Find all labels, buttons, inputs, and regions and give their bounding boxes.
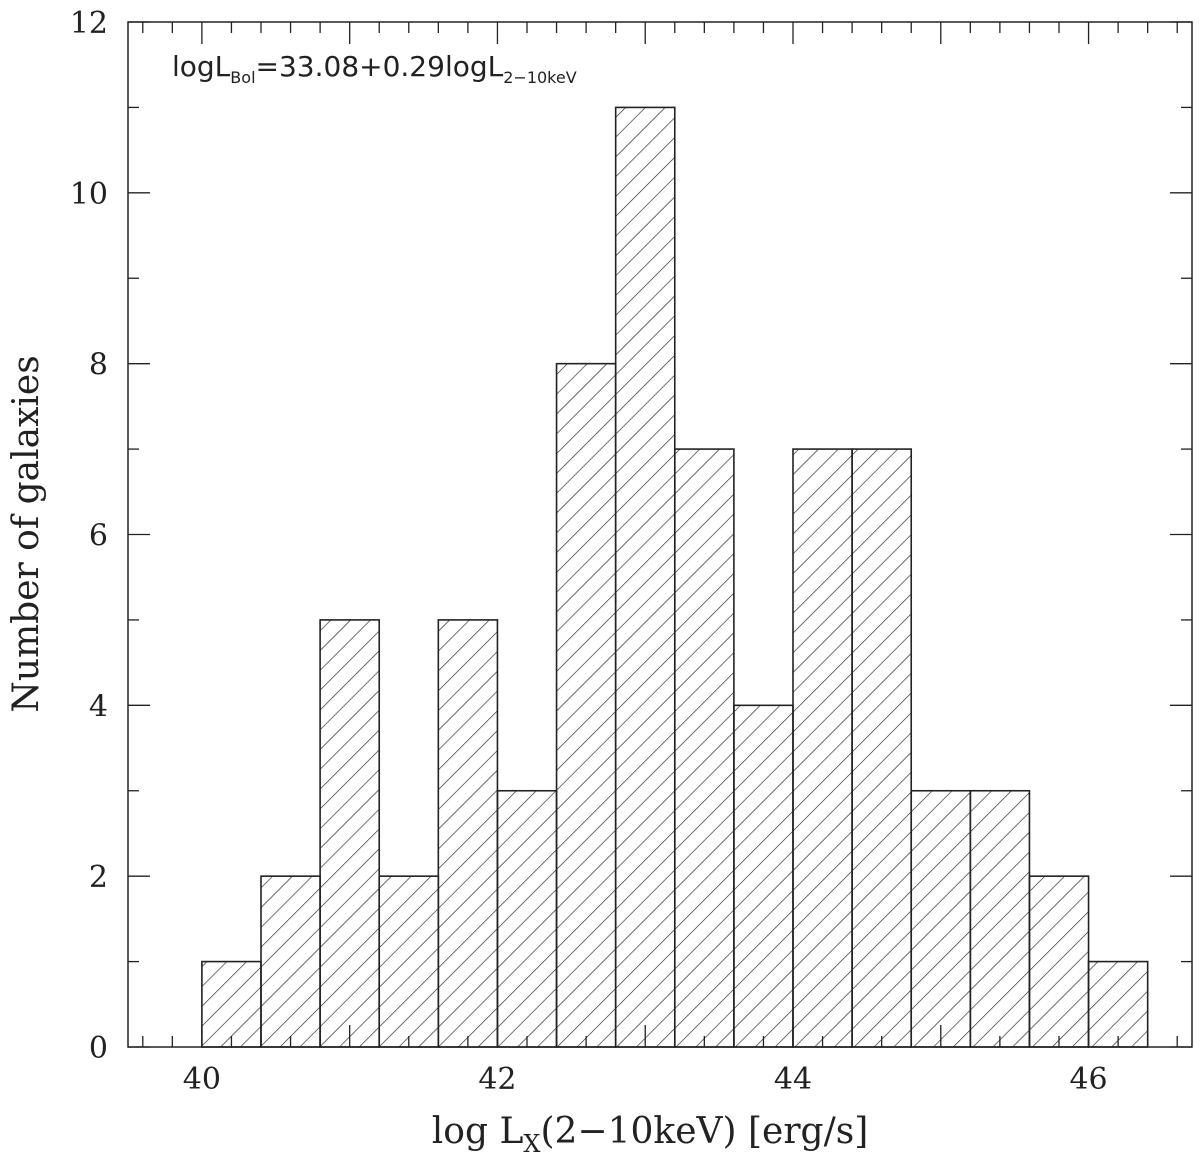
y-tick-label: 8 bbox=[89, 348, 108, 383]
y-tick-label: 0 bbox=[89, 1031, 108, 1066]
y-axis-label: Number of galaxies bbox=[6, 355, 47, 712]
histogram-bar bbox=[437, 619, 499, 1048]
annotation: logLBol=33.08+0.29logL2−10keV bbox=[172, 50, 577, 87]
histogram-bar bbox=[733, 704, 794, 1048]
x-tick-label: 46 bbox=[1069, 1062, 1107, 1097]
x-axis-label: log LX(2−10keV) [erg/s] bbox=[432, 1111, 868, 1158]
histogram-bar bbox=[614, 106, 676, 1048]
histogram-bar bbox=[378, 875, 440, 1048]
histogram-bar bbox=[969, 789, 1031, 1048]
y-tick-label: 4 bbox=[89, 689, 108, 724]
histogram-bar bbox=[1028, 875, 1090, 1048]
histogram-bar bbox=[910, 789, 972, 1048]
y-tick-label: 10 bbox=[70, 177, 108, 212]
histogram-bar bbox=[673, 448, 735, 1048]
y-tick-label: 2 bbox=[89, 860, 108, 895]
histogram-bar bbox=[260, 875, 321, 1048]
histogram-bar bbox=[319, 619, 381, 1048]
histogram-bars bbox=[201, 106, 1149, 1048]
x-tick-label: 40 bbox=[183, 1062, 221, 1097]
y-tick-label: 12 bbox=[70, 6, 108, 41]
y-tick-label: 6 bbox=[89, 519, 108, 554]
x-tick-label: 44 bbox=[774, 1062, 812, 1097]
histogram-bar bbox=[1087, 960, 1149, 1048]
histogram-bar bbox=[496, 789, 558, 1048]
x-tick-label: 42 bbox=[478, 1062, 516, 1097]
histogram-bar bbox=[201, 960, 262, 1048]
axis-ticks bbox=[128, 21, 1192, 1048]
histogram-bar bbox=[792, 448, 853, 1048]
histogram-bar bbox=[851, 448, 913, 1048]
histogram-bar bbox=[555, 362, 617, 1048]
